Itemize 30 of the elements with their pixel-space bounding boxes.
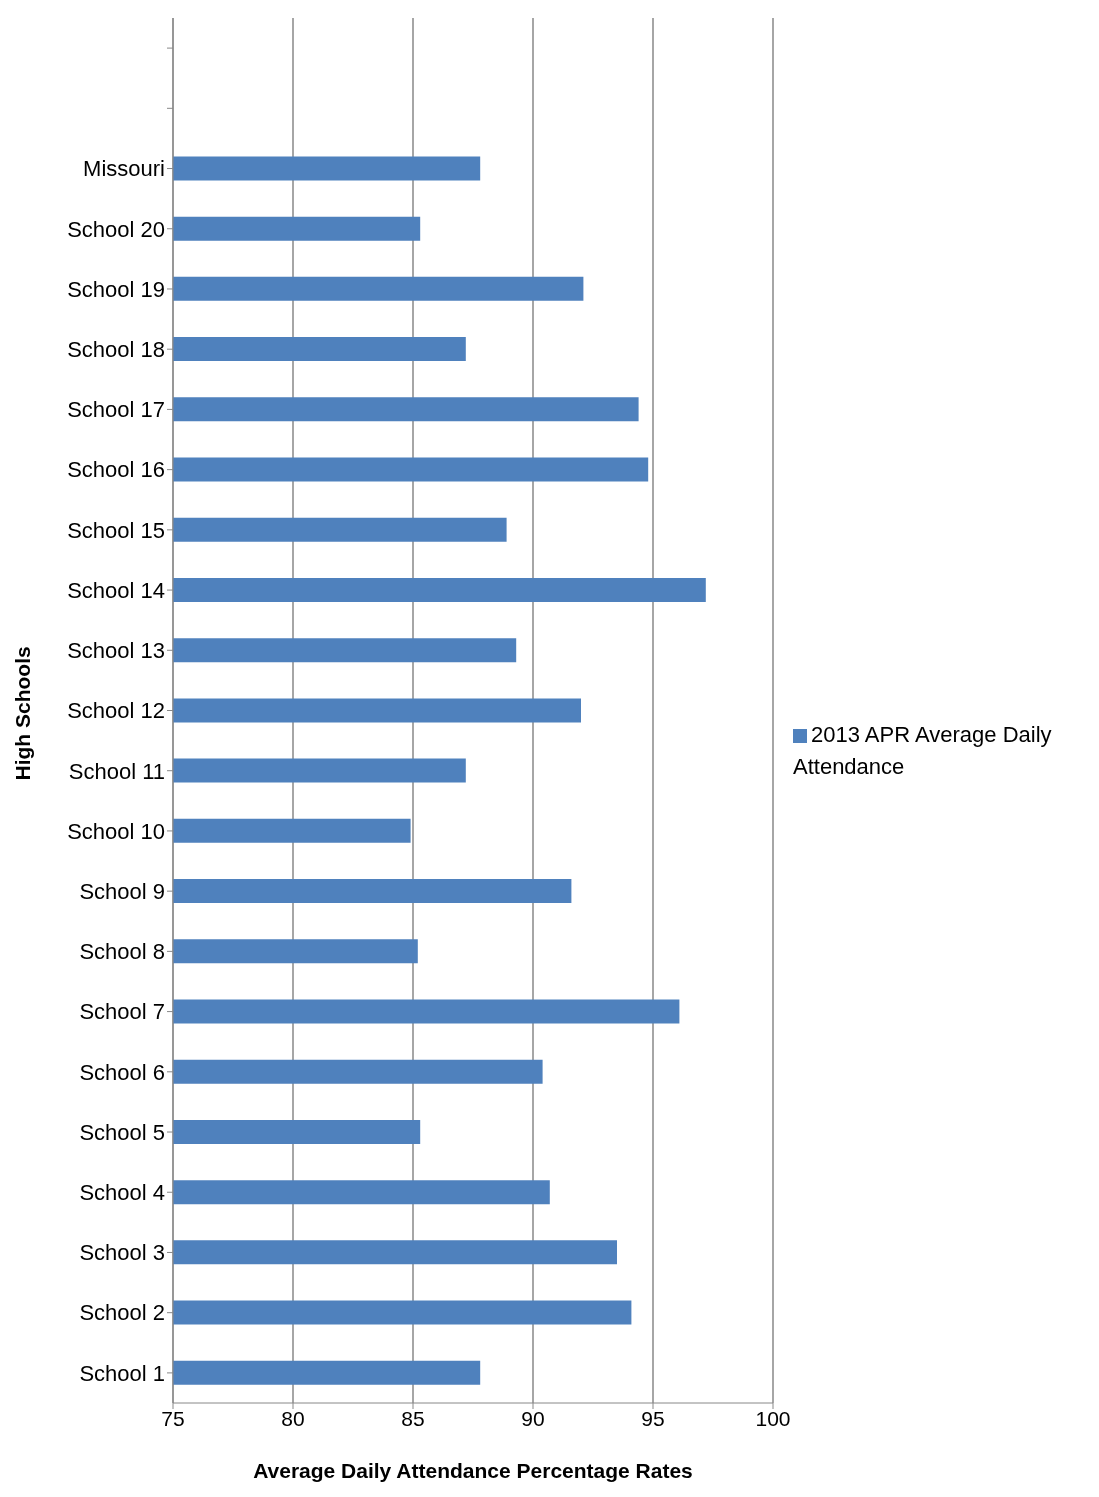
y-tick-label: School 13 [67,638,165,664]
y-tick-label: School 12 [67,698,165,724]
x-tick-label: 100 [755,1406,791,1430]
x-tick-label: 85 [401,1406,425,1430]
y-tick-label: School 17 [67,397,165,423]
x-tick-label: 95 [641,1406,665,1430]
y-tick-label: School 16 [67,457,165,483]
y-tick-label: School 3 [79,1240,165,1266]
y-tick-label: School 1 [79,1360,165,1386]
x-tick-label: 90 [521,1406,545,1430]
y-tick-label: School 18 [67,337,165,363]
x-tick-label: 80 [281,1406,305,1430]
y-tick-label: Missouri [83,156,165,182]
y-tick-label: School 6 [79,1059,165,1085]
x-axis-title: Average Daily Attendance Percentage Rates [253,1459,693,1482]
y-tick-label: School 8 [79,939,165,965]
y-tick-label: School 14 [67,577,165,603]
y-tick-label: School 15 [67,517,165,543]
y-axis-title: High Schools [11,646,35,781]
y-tick-label: School 5 [79,1119,165,1145]
y-tick-label: School 19 [67,276,165,302]
y-tick-label: School 10 [67,818,165,844]
y-tick-label: School 9 [79,878,165,904]
y-tick-label: School 20 [67,216,165,242]
y-tick-label: School 2 [79,1300,165,1326]
y-tick-label: School 11 [68,758,165,784]
legend-label: 2013 APR Average Daily Attendance [793,721,1052,779]
y-tick-label: School 4 [79,1180,165,1206]
y-tick-label: School 7 [79,999,165,1025]
x-tick-label: 75 [161,1406,185,1430]
